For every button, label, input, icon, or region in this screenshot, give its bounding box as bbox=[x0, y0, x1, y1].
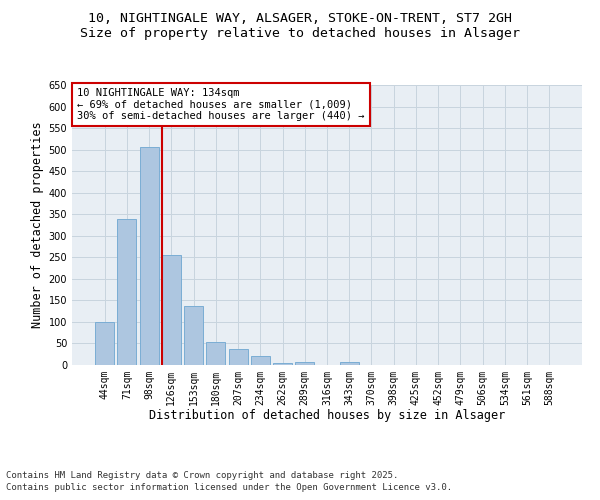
Bar bbox=[184, 306, 203, 365]
X-axis label: Distribution of detached houses by size in Alsager: Distribution of detached houses by size … bbox=[149, 410, 505, 422]
Bar bbox=[162, 255, 181, 365]
Text: Contains public sector information licensed under the Open Government Licence v3: Contains public sector information licen… bbox=[6, 484, 452, 492]
Bar bbox=[251, 356, 270, 365]
Bar bbox=[206, 342, 225, 365]
Bar bbox=[95, 322, 114, 365]
Bar bbox=[295, 362, 314, 365]
Text: Size of property relative to detached houses in Alsager: Size of property relative to detached ho… bbox=[80, 28, 520, 40]
Text: Contains HM Land Registry data © Crown copyright and database right 2025.: Contains HM Land Registry data © Crown c… bbox=[6, 471, 398, 480]
Bar bbox=[229, 348, 248, 365]
Text: 10, NIGHTINGALE WAY, ALSAGER, STOKE-ON-TRENT, ST7 2GH: 10, NIGHTINGALE WAY, ALSAGER, STOKE-ON-T… bbox=[88, 12, 512, 26]
Bar bbox=[273, 363, 292, 365]
Bar bbox=[340, 362, 359, 365]
Bar bbox=[118, 220, 136, 365]
Bar bbox=[140, 148, 158, 365]
Text: 10 NIGHTINGALE WAY: 134sqm
← 69% of detached houses are smaller (1,009)
30% of s: 10 NIGHTINGALE WAY: 134sqm ← 69% of deta… bbox=[77, 88, 365, 121]
Y-axis label: Number of detached properties: Number of detached properties bbox=[31, 122, 44, 328]
